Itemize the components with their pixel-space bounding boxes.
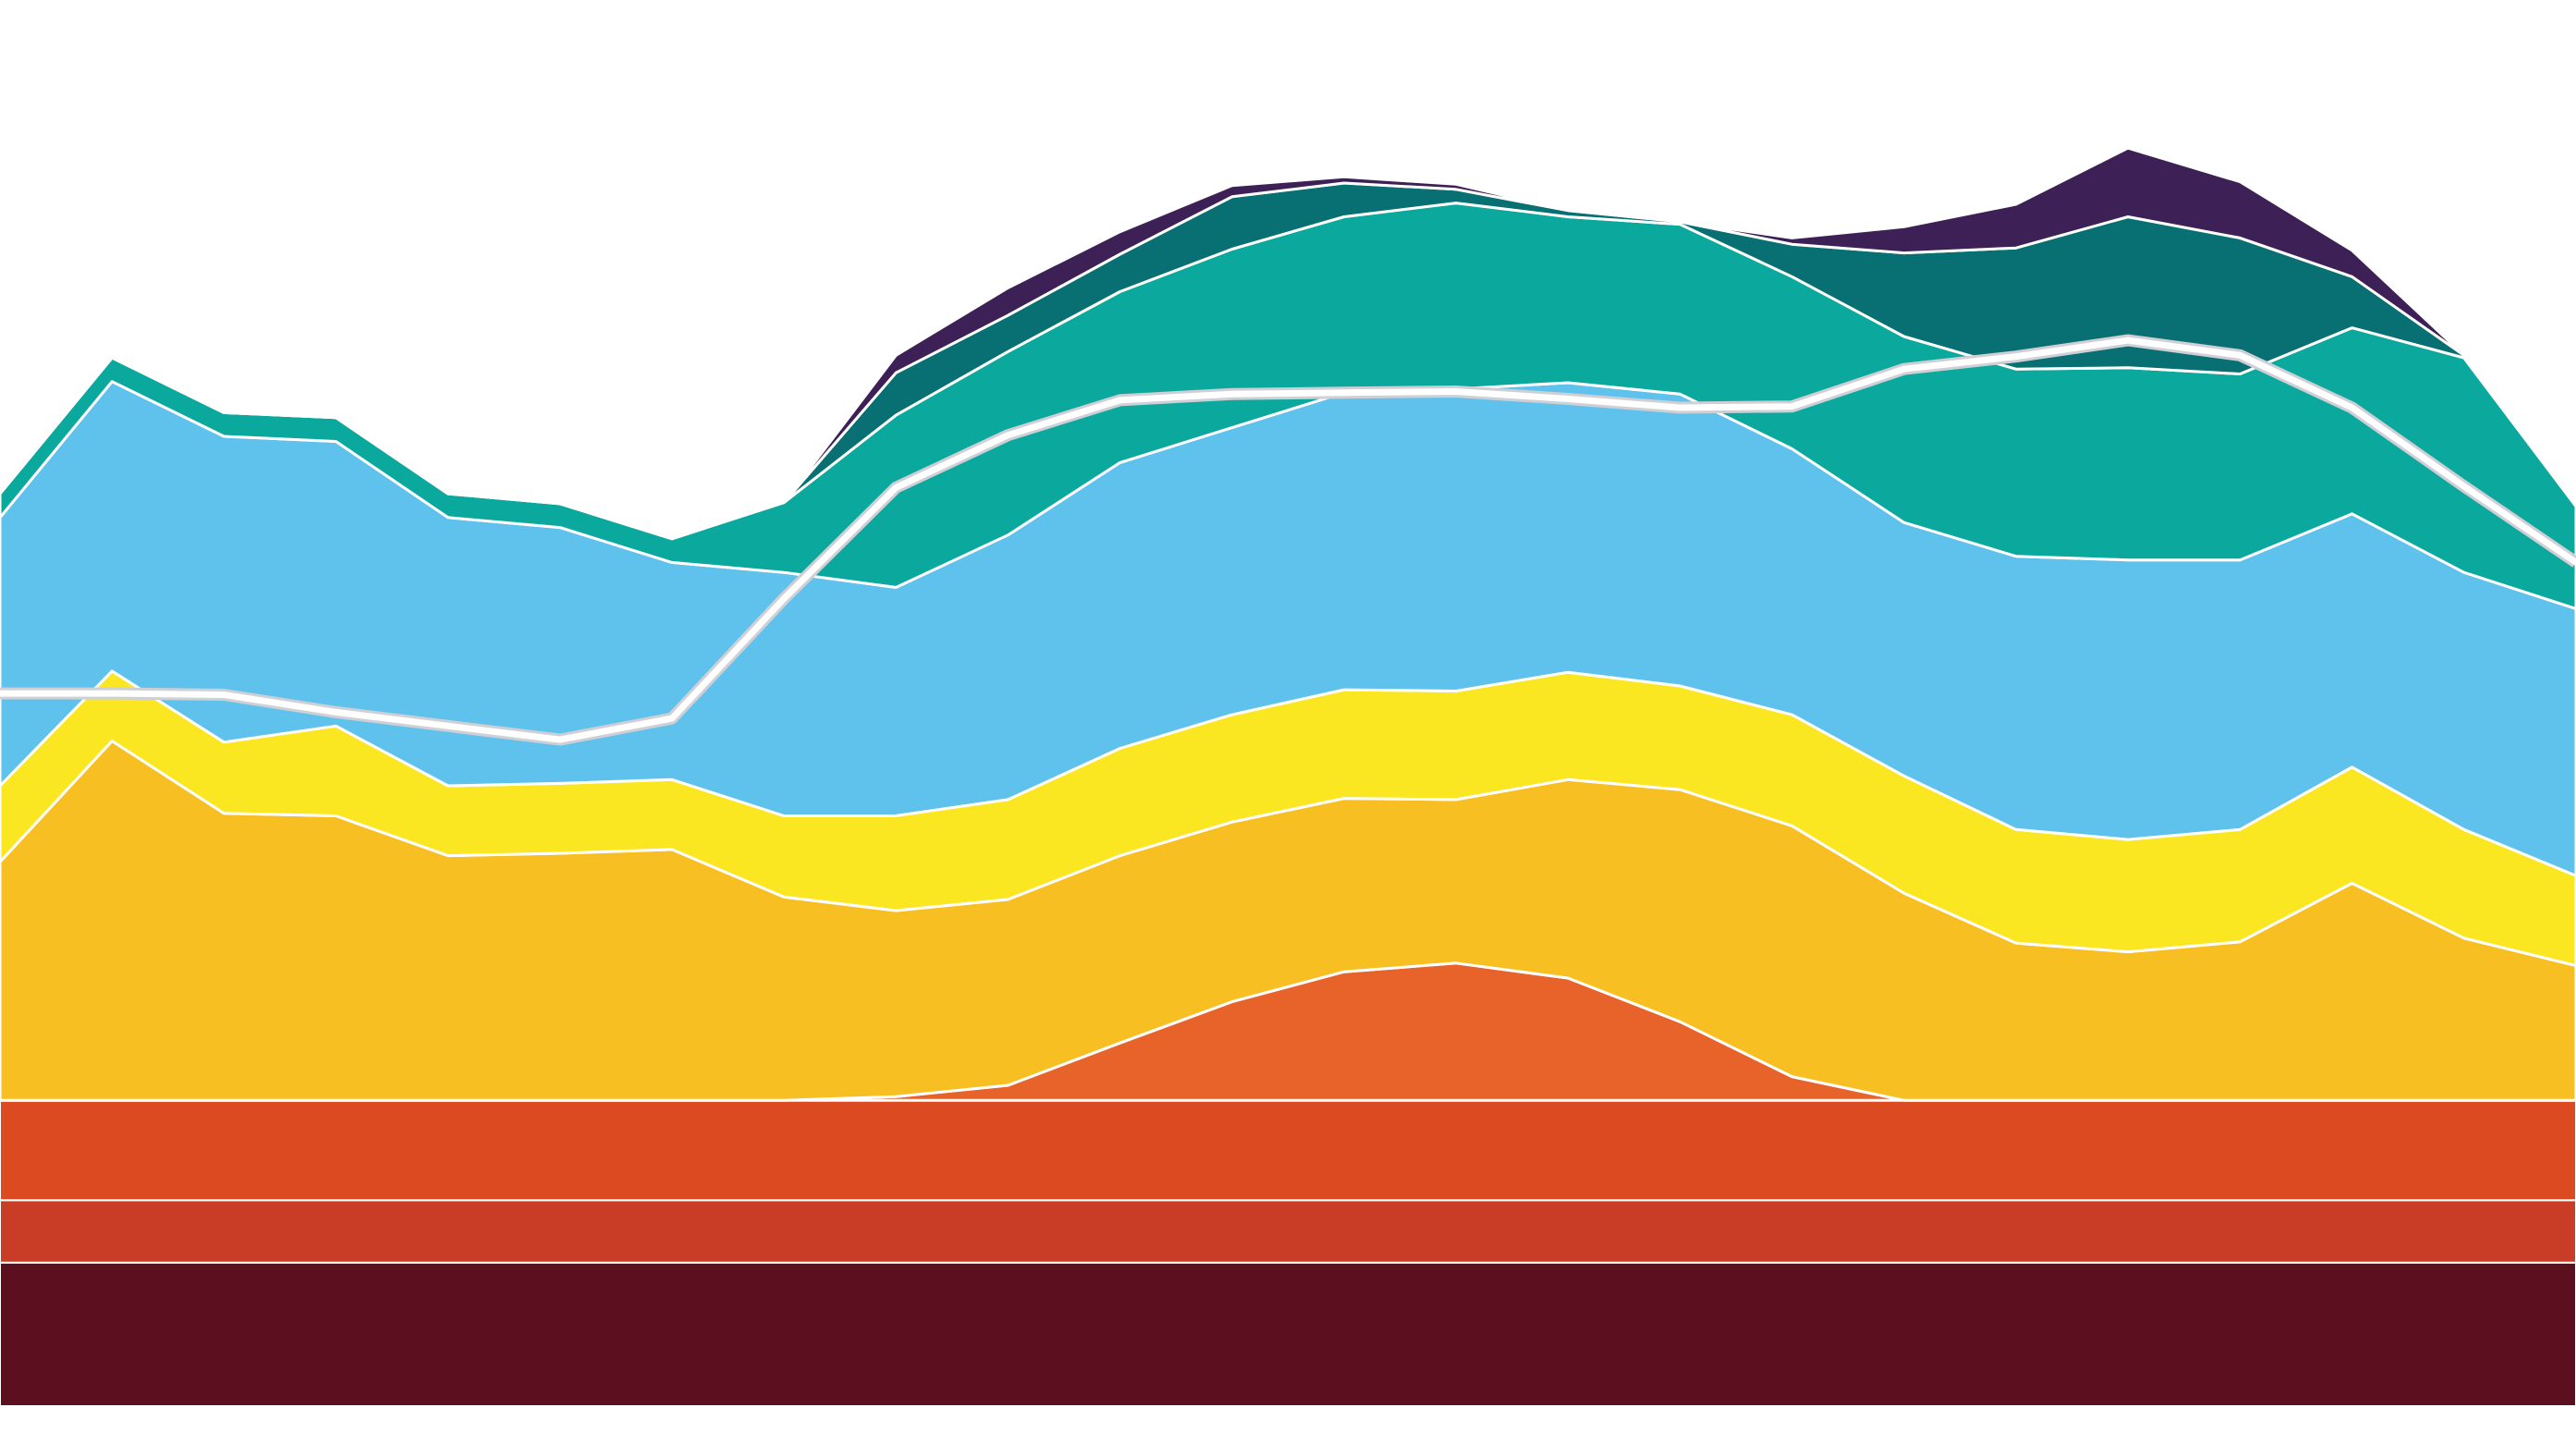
area-layers xyxy=(0,146,2576,1102)
baseline-band-2 xyxy=(0,1199,2576,1264)
area-series-7 xyxy=(0,146,2576,541)
baseline-band-3 xyxy=(0,1099,2576,1202)
baseline-bands xyxy=(0,1099,2576,1407)
overlay-line xyxy=(0,337,2576,743)
overlay-line-group xyxy=(0,334,2576,746)
baseline-band-1 xyxy=(0,1261,2576,1407)
